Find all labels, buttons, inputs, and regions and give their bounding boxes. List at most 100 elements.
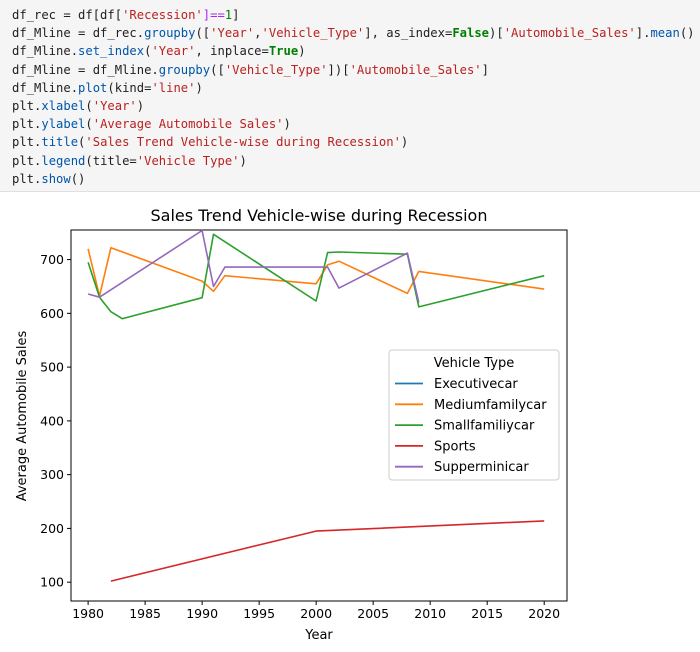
code-token: ( <box>85 117 93 132</box>
series-line-mediumfamilycar <box>87 246 545 297</box>
code-token: ])[ <box>327 62 350 77</box>
code-token: ( <box>85 98 93 113</box>
code-token: groupby <box>144 26 196 41</box>
x-tick-label: 1995 <box>243 606 275 621</box>
code-token: ([ <box>210 62 225 77</box>
y-tick-label: 700 <box>40 252 64 267</box>
code-token: title <box>41 135 79 150</box>
plot-area <box>70 229 568 602</box>
x-tick-label: 1985 <box>129 606 161 621</box>
code-token: 'Vehicle_Type' <box>224 62 328 77</box>
x-tick-label: 2010 <box>414 606 446 621</box>
code-token: , inplace= <box>195 44 269 59</box>
y-tick-label: 600 <box>40 306 64 321</box>
series-line-smallfamiliycar <box>87 233 545 320</box>
code-token: plot <box>78 80 108 95</box>
code-token: False <box>452 26 489 41</box>
code-token: plt. <box>12 171 42 186</box>
y-tick-label: 300 <box>40 467 64 482</box>
code-line: plt.title('Sales Trend Vehicle-wise duri… <box>12 133 688 151</box>
code-token: ]. <box>635 26 651 41</box>
code-token: set_index <box>78 44 145 59</box>
line-chart: Sales Trend Vehicle-wise during Recessio… <box>15 206 568 643</box>
legend-label-sports: Sports <box>434 439 476 454</box>
code-token: ] <box>232 8 240 22</box>
code-token: mean <box>650 26 680 41</box>
code-token: df_rec = df[df[ <box>12 8 123 22</box>
code-token: 'Automobile_Sales' <box>503 26 636 41</box>
code-token: df_Mline. <box>12 80 79 95</box>
code-token: ], as_index= <box>364 26 453 41</box>
code-token: ) <box>283 117 291 132</box>
series-line-sports <box>110 520 545 582</box>
y-tick-label: 500 <box>40 360 64 375</box>
code-token: ) <box>400 135 409 150</box>
code-token: ) <box>239 153 247 168</box>
code-line: df_rec = df[df['Recession']==1] <box>12 6 688 24</box>
code-token: groupby <box>158 62 211 77</box>
legend-box <box>388 349 560 481</box>
code-token: plt. <box>12 153 42 168</box>
code-token: ( <box>144 44 152 59</box>
code-line: plt.xlabel('Year') <box>12 97 688 115</box>
code-token: (kind= <box>107 80 152 95</box>
series-line-supperminicar <box>87 229 420 303</box>
code-token: plt. <box>12 117 42 132</box>
plot-output: Sales Trend Vehicle-wise during Recessio… <box>0 195 700 652</box>
code-token: True <box>268 44 299 59</box>
code-token: , <box>254 26 262 41</box>
legend-label-smallfamiliycar: Smallfamiliycar <box>434 419 535 434</box>
code-token: ([ <box>195 26 211 41</box>
code-token: 'line' <box>151 80 196 95</box>
code-line: plt.ylabel('Average Automobile Sales') <box>12 115 688 133</box>
code-token: df_Mline. <box>12 44 79 59</box>
code-token: ylabel <box>41 117 86 132</box>
code-token: 'Automobile_Sales' <box>349 62 482 77</box>
x-axis: 1980 1985 1990 1995 2000 2005 2010 2015 2020 <box>72 601 560 621</box>
code-line: df_Mline = df_rec.groupby(['Year','Vehic… <box>12 24 695 42</box>
code-token: ] <box>481 62 489 77</box>
y-tick-label: 400 <box>40 413 64 428</box>
y-tick-label: 100 <box>40 575 64 590</box>
code-token: plt. <box>12 135 42 150</box>
code-token: ( <box>78 135 86 150</box>
x-tick-label: 2020 <box>528 606 560 621</box>
x-tick-label: 2005 <box>357 606 389 621</box>
x-tick-label: 2015 <box>471 606 503 621</box>
y-axis-label: Average Automobile Sales <box>15 331 30 502</box>
code-token: 'Year' <box>210 26 255 41</box>
code-cell[interactable]: df_rec = df[df['Recession']==1] df_Mline … <box>0 0 700 192</box>
code-token: plt. <box>12 98 42 113</box>
code-token: xlabel <box>41 98 86 113</box>
code-token: ) <box>136 98 145 113</box>
code-line: df_Mline.plot(kind='line') <box>12 79 688 97</box>
code-line: plt.legend(title='Vehicle Type') <box>12 152 688 170</box>
code-token: df_Mline = df_Mline. <box>12 62 159 77</box>
code-token: 'Recession' <box>122 8 203 22</box>
code-token: ]== <box>202 8 225 22</box>
code-token: (title= <box>85 153 137 168</box>
series-lines <box>87 229 545 582</box>
legend-label-executivecar: Executivecar <box>434 377 518 392</box>
code-token: 'Year' <box>92 98 137 113</box>
x-tick-label: 1980 <box>72 606 104 621</box>
legend-label-mediumfamilycar: Mediumfamilycar <box>434 398 547 413</box>
y-tick-label: 200 <box>40 521 64 536</box>
code-token: 'Sales Trend Vehicle-wise during Recessi… <box>85 135 401 150</box>
legend: Vehicle Type Executivecar Mediumfamilycar… <box>388 349 560 481</box>
x-tick-label: 2000 <box>300 606 332 621</box>
code-line: plt.show() <box>12 170 688 188</box>
code-token: 'Average Automobile Sales' <box>92 117 284 132</box>
code-token: 'Year' <box>151 44 196 59</box>
code-token: )[ <box>489 26 504 41</box>
code-line: df_Mline = df_Mline.groupby(['Vehicle_Ty… <box>12 61 688 79</box>
code-token: 'Vehicle Type' <box>136 153 240 168</box>
y-axis: 100 200 300 400 500 600 700 <box>40 252 71 590</box>
code-token: df_Mline = df_rec. <box>12 26 145 41</box>
code-line: df_Mline.set_index('Year', inplace=True) <box>12 42 688 60</box>
code-token: 'Vehicle_Type' <box>261 26 365 41</box>
x-tick-label: 1990 <box>186 606 218 621</box>
code-token: show <box>41 171 71 186</box>
legend-title: Vehicle Type <box>434 356 514 371</box>
code-token: 1 <box>224 8 233 22</box>
